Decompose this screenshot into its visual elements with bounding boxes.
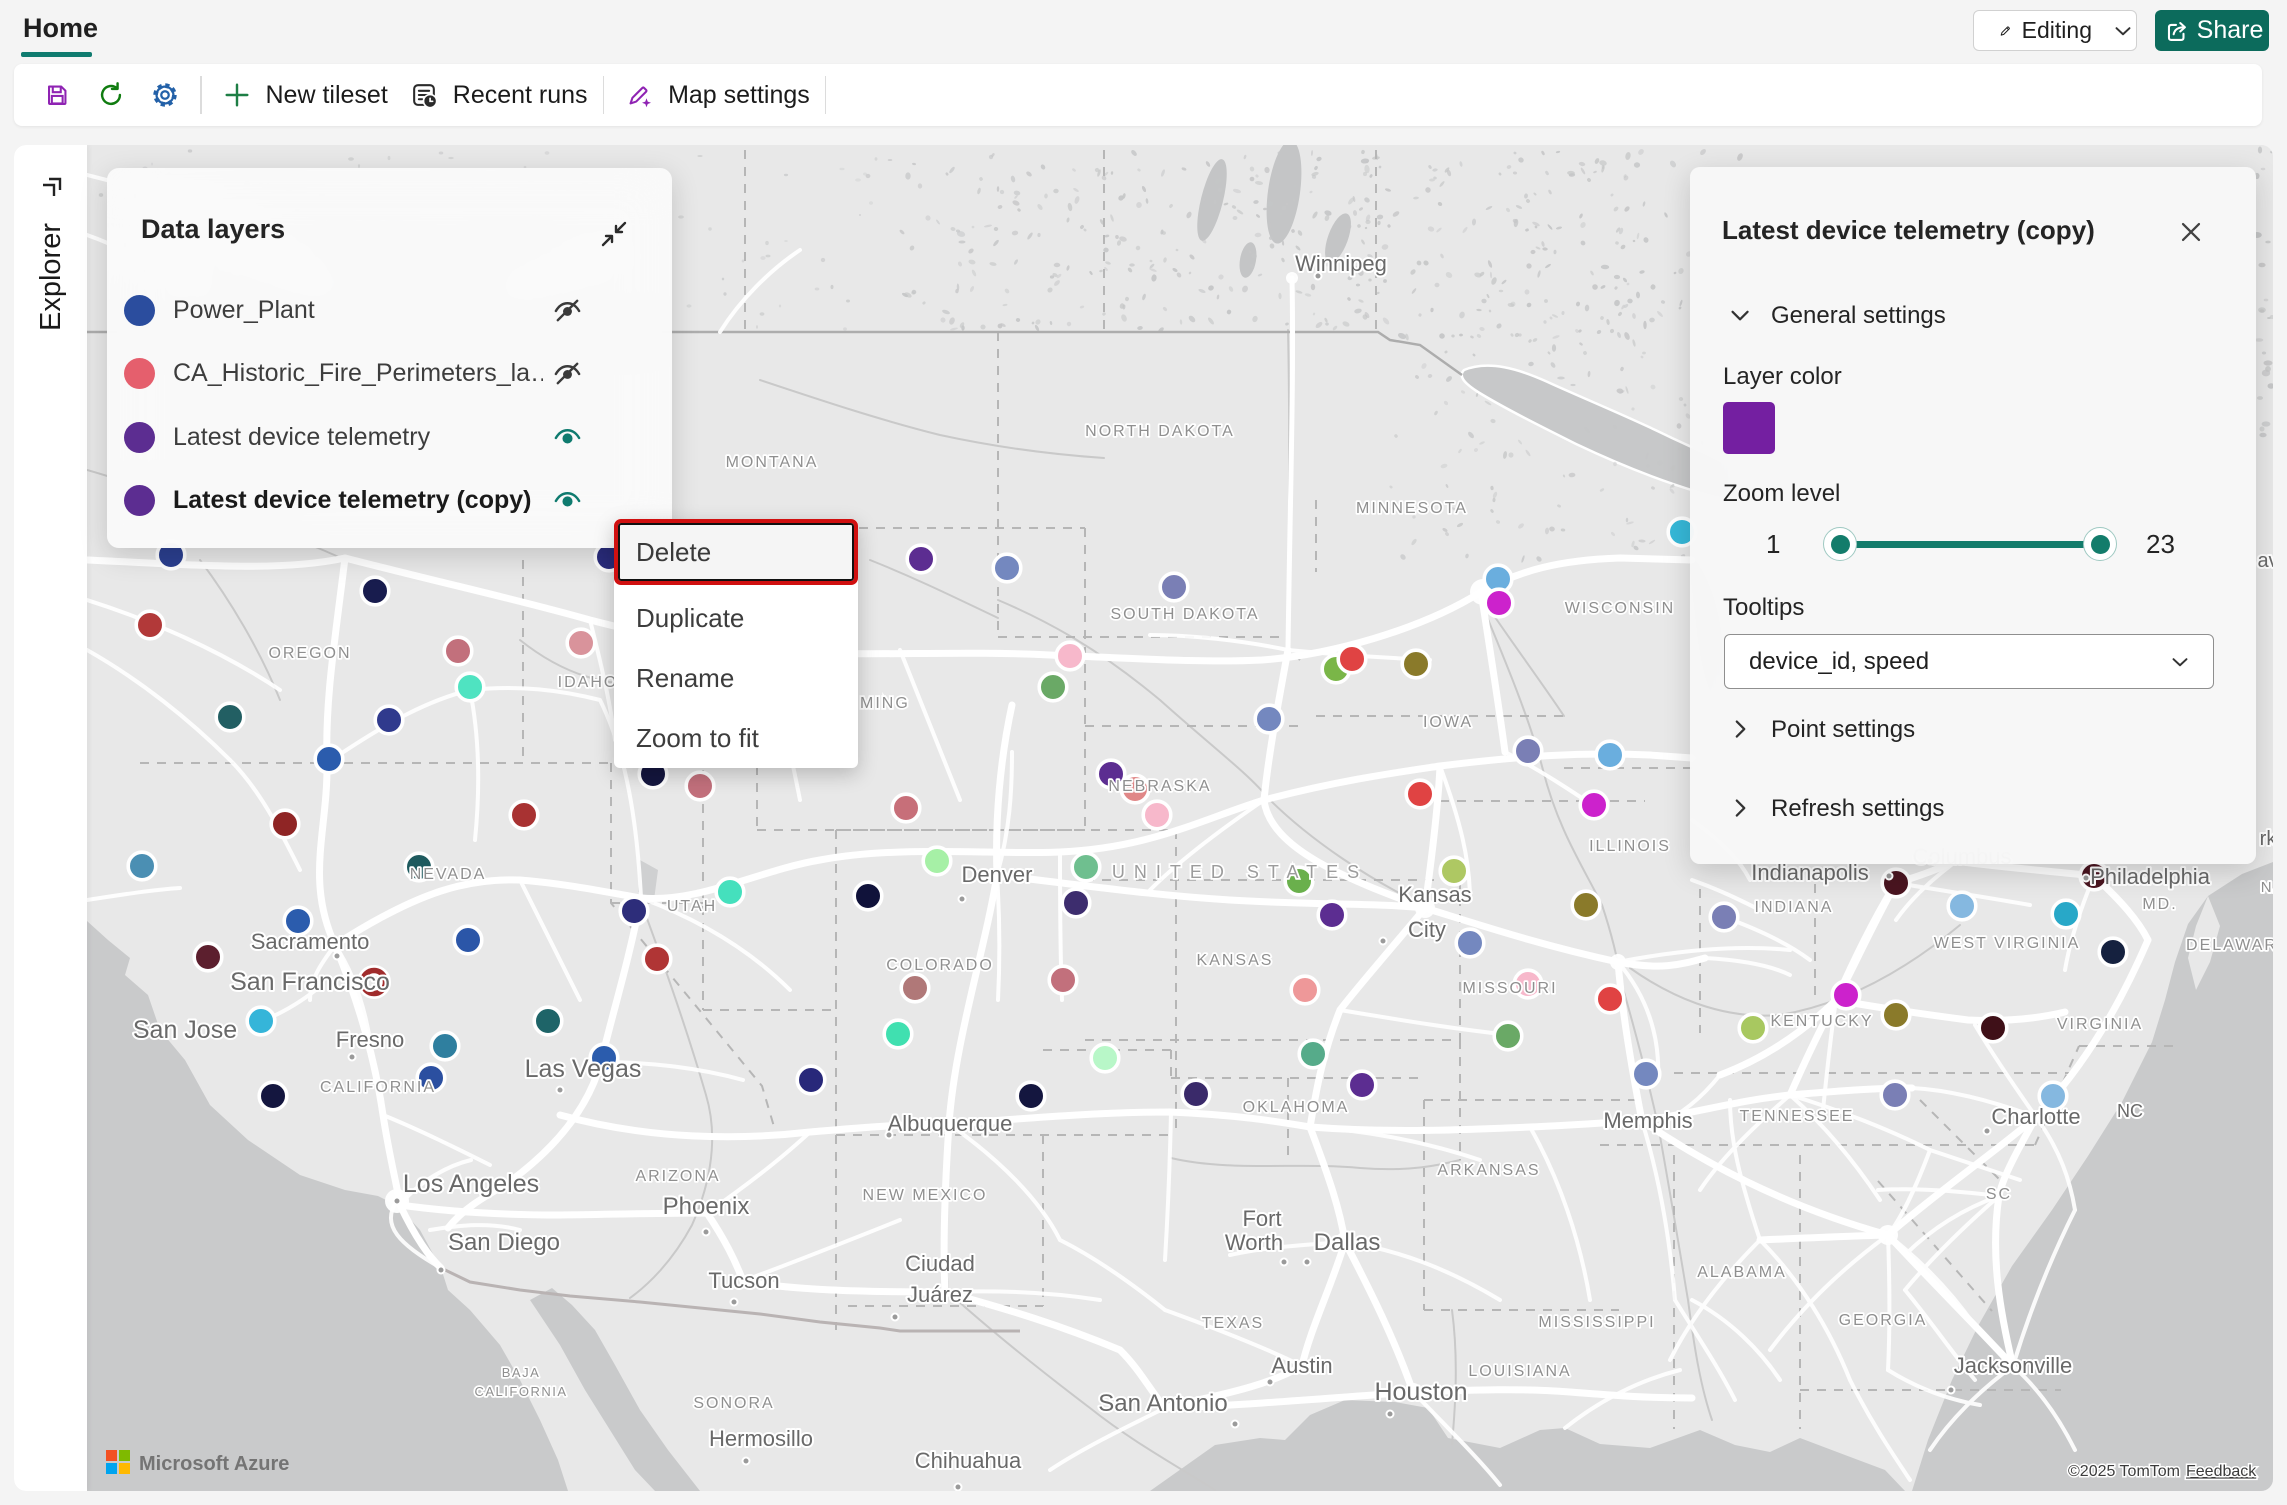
svg-text:Sacramento: Sacramento [251,929,370,954]
svg-text:INDIANA: INDIANA [1755,899,1834,916]
svg-text:WISCONSIN: WISCONSIN [1565,600,1675,617]
svg-text:Kansas: Kansas [1398,882,1471,907]
svg-text:NC: NC [2117,1101,2143,1121]
svg-text:Feedback: Feedback [2186,1463,2257,1480]
svg-text:OREGON: OREGON [268,645,351,662]
svg-text:TENNESSEE: TENNESSEE [1740,1108,1855,1125]
svg-text:Charlotte: Charlotte [1991,1104,2080,1129]
svg-text:Tucson: Tucson [708,1268,779,1293]
svg-text:MD.: MD. [2142,896,2177,913]
svg-text:Denver: Denver [962,862,1033,887]
svg-text:NEW MEXICO: NEW MEXICO [863,1187,988,1204]
svg-text:Dallas: Dallas [1314,1229,1381,1256]
svg-text:San Jose: San Jose [133,1016,237,1044]
svg-text:MONTANA: MONTANA [726,454,819,471]
svg-text:City: City [1408,917,1446,942]
svg-text:UTAH: UTAH [667,898,717,915]
svg-text:San Antonio: San Antonio [1098,1390,1227,1417]
svg-text:GEORGIA: GEORGIA [1839,1312,1928,1329]
svg-text:BAJA: BAJA [502,1365,541,1380]
svg-text:N.J: N.J [2261,879,2273,896]
svg-text:ARKANSAS: ARKANSAS [1437,1162,1540,1179]
svg-text:Ciudad: Ciudad [905,1251,975,1276]
svg-text:Jacksonville: Jacksonville [1954,1353,2073,1378]
svg-text:Albuquerque: Albuquerque [888,1111,1013,1136]
svg-text:Phoenix: Phoenix [663,1193,750,1220]
svg-text:San Francisco: San Francisco [230,968,390,996]
svg-text:Austin: Austin [1271,1353,1332,1378]
svg-text:IOWA: IOWA [1423,714,1473,731]
svg-text:Explorer: Explorer [35,223,67,331]
svg-text:LOUISIANA: LOUISIANA [1468,1363,1571,1380]
svg-text:CALIFORNIA: CALIFORNIA [474,1384,567,1399]
svg-text:NEVADA: NEVADA [410,866,487,883]
svg-text:Philadelphia: Philadelphia [2090,864,2211,889]
svg-text:Chihuahua: Chihuahua [915,1448,1022,1473]
svg-text:Worth: Worth [1225,1230,1283,1255]
svg-text:Houston: Houston [1374,1378,1467,1406]
svg-text:KANSAS: KANSAS [1197,952,1274,969]
svg-text:Winnipeg: Winnipeg [1295,251,1387,276]
svg-text:CALIFORNIA: CALIFORNIA [320,1079,436,1096]
svg-text:Juárez: Juárez [907,1282,973,1307]
svg-text:Microsoft Azure: Microsoft Azure [139,1453,289,1475]
svg-text:rk: rk [2260,828,2273,850]
svg-text:COLORADO: COLORADO [886,957,994,974]
svg-text:IDAHO: IDAHO [558,674,619,691]
svg-text:MISSISSIPPI: MISSISSIPPI [1538,1314,1655,1331]
svg-text:Las Vegas: Las Vegas [525,1055,642,1083]
svg-text:av: av [2257,550,2273,572]
svg-text:SONORA: SONORA [693,1395,774,1412]
svg-text:Los Angeles: Los Angeles [403,1170,539,1198]
svg-text:©2025 TomTom: ©2025 TomTom [2068,1463,2180,1480]
svg-text:DELAWAR: DELAWAR [2186,937,2273,954]
svg-text:Memphis: Memphis [1603,1108,1692,1133]
svg-text:San Diego: San Diego [448,1229,560,1256]
svg-text:MISSOURI: MISSOURI [1462,980,1557,997]
svg-text:TEXAS: TEXAS [1202,1315,1264,1332]
svg-text:NORTH DAKOTA: NORTH DAKOTA [1085,423,1235,440]
svg-text:NEBRASKA: NEBRASKA [1108,778,1211,795]
svg-text:Fresno: Fresno [336,1027,404,1052]
svg-text:VIRGINIA: VIRGINIA [2057,1016,2143,1033]
svg-text:MINNESOTA: MINNESOTA [1356,500,1468,517]
svg-text:OKLAHOMA: OKLAHOMA [1243,1099,1350,1116]
svg-text:Hermosillo: Hermosillo [709,1426,813,1451]
svg-text:MING: MING [860,695,910,712]
svg-text:WEST VIRGINIA: WEST VIRGINIA [1934,935,2081,952]
svg-text:SOUTH DAKOTA: SOUTH DAKOTA [1110,606,1259,623]
svg-text:ALABAMA: ALABAMA [1697,1264,1787,1281]
svg-text:UNITED STATES: UNITED STATES [1112,862,1368,882]
svg-text:KENTUCKY: KENTUCKY [1770,1013,1873,1030]
svg-text:ILLINOIS: ILLINOIS [1589,838,1671,855]
svg-text:Fort: Fort [1242,1206,1281,1231]
svg-text:ARIZONA: ARIZONA [635,1168,720,1185]
svg-text:SC: SC [1986,1186,2012,1203]
